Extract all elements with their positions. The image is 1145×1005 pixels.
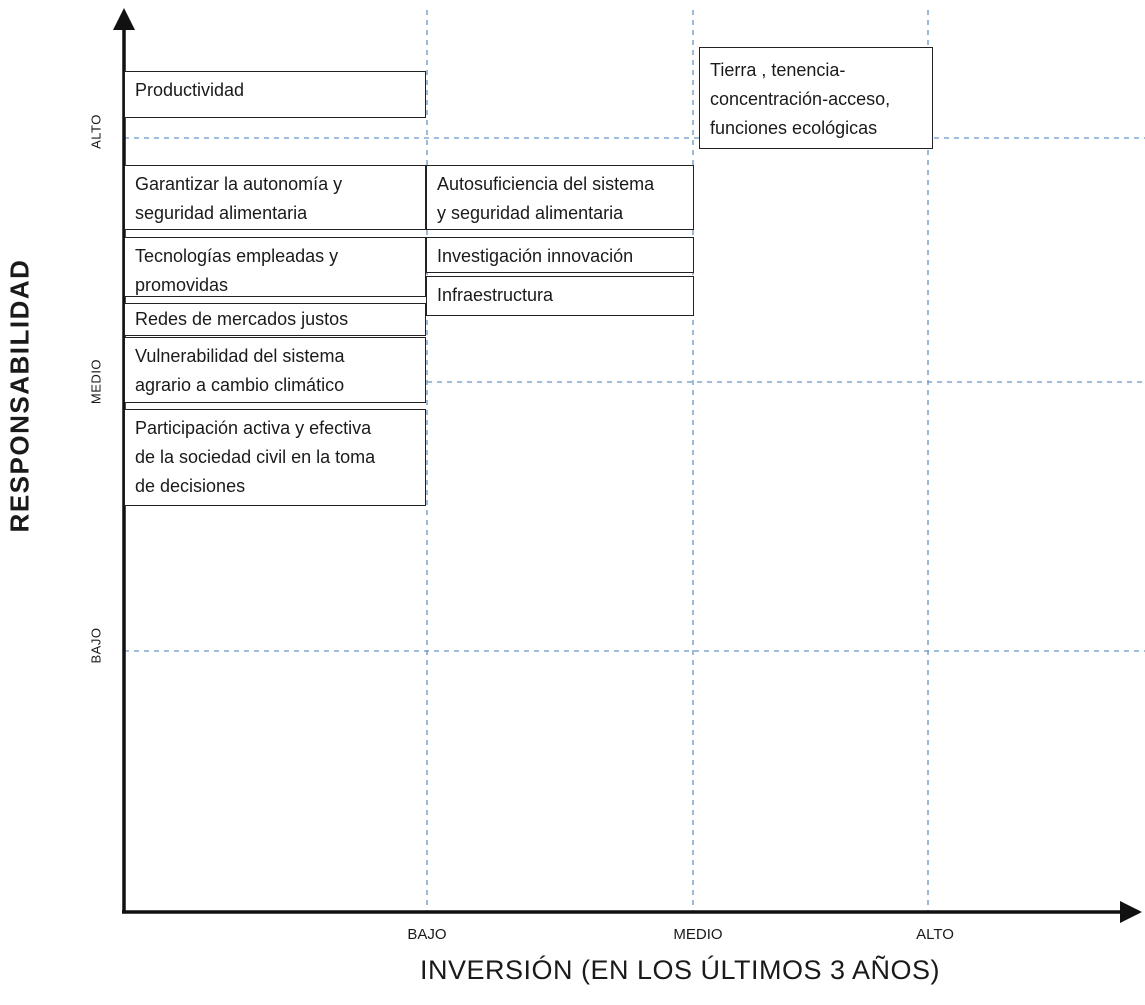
y-level-medio: MEDIO (88, 358, 104, 405)
x-level-alto: ALTO (916, 926, 954, 943)
y-axis-arrow-icon (113, 8, 135, 30)
box-infraestructura: Infraestructura (426, 276, 694, 316)
box-investigacion: Investigación innovación (426, 237, 694, 273)
box-redes-mercados: Redes de mercados justos (124, 303, 426, 336)
x-level-bajo: BAJO (407, 926, 447, 943)
box-participacion: Participación activa y efectiva de la so… (124, 409, 426, 506)
y-level-bajo: BAJO (88, 627, 104, 664)
box-autonomia-seguridad: Garantizar la autonomía y seguridad alim… (124, 165, 426, 230)
y-level-alto: ALTO (88, 114, 104, 149)
y-axis-title: RESPONSABILIDAD (4, 258, 35, 533)
x-axis-title: INVERSIÓN (EN LOS ÚLTIMOS 3 AÑOS) (419, 955, 941, 985)
box-productividad: Productividad (124, 71, 426, 118)
box-tecnologias: Tecnologías empleadas y promovidas (124, 237, 426, 297)
box-tierra: Tierra , tenencia- concentración-acceso,… (699, 47, 933, 149)
box-vulnerabilidad: Vulnerabilidad del sistema agrario a cam… (124, 337, 426, 403)
x-level-medio: MEDIO (673, 926, 723, 943)
box-autosuficiencia: Autosuficiencia del sistema y seguridad … (426, 165, 694, 230)
x-axis-arrow-icon (1120, 901, 1142, 923)
